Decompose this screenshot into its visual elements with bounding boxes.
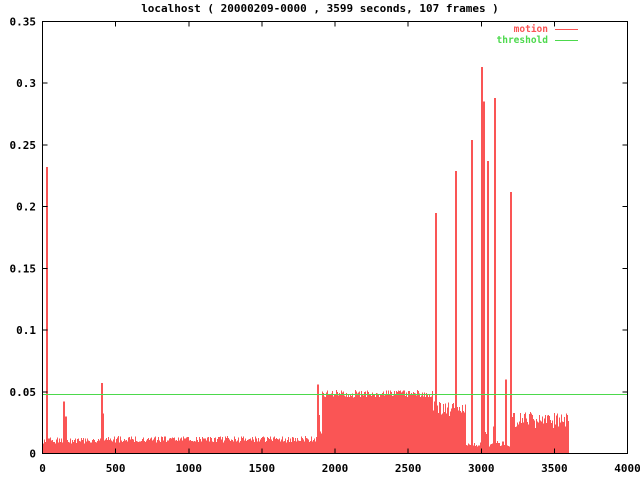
legend: motion threshold (497, 24, 578, 46)
x-tick-label: 3000 (468, 462, 495, 475)
y-tick-label: 0.35 (10, 16, 37, 29)
x-tick-label: 2000 (322, 462, 349, 475)
motion-spike (483, 101, 485, 454)
legend-item-motion: motion (497, 24, 578, 35)
motion-series (43, 390, 569, 454)
motion-spike (510, 191, 512, 454)
x-tick-label: 1500 (249, 462, 276, 475)
x-tick-label: 500 (106, 462, 126, 475)
threshold-line-swatch (555, 40, 578, 41)
motion-spike (505, 379, 507, 454)
x-tick-label: 0 (39, 462, 46, 475)
y-tick-label: 0.05 (10, 386, 37, 399)
x-tick-label: 3500 (541, 462, 568, 475)
x-tick-label: 1000 (176, 462, 203, 475)
motion-line-swatch (555, 29, 578, 30)
motion-spike (487, 161, 489, 454)
legend-item-threshold: threshold (497, 35, 578, 46)
motion-spike (101, 383, 103, 454)
x-tick-label: 4000 (614, 462, 640, 475)
y-tick-label: 0.3 (16, 77, 36, 90)
legend-label-motion: motion (513, 24, 548, 35)
motion-spike (317, 384, 319, 454)
x-tick-label: 2500 (395, 462, 422, 475)
motion-spike (63, 401, 65, 454)
y-tick-label: 0.25 (10, 139, 37, 152)
y-tick-label: 0 (29, 448, 36, 461)
motion-spike (435, 212, 437, 454)
motion-spike (481, 67, 483, 454)
chart-title: localhost ( 20000209-0000 , 3599 seconds… (141, 2, 499, 15)
y-tick-label: 0.2 (16, 201, 36, 214)
y-tick-label: 0.15 (10, 262, 37, 275)
motion-spike (46, 167, 48, 454)
y-tick-label: 0.1 (16, 324, 36, 337)
motion-spike (455, 170, 457, 454)
motion-spike (494, 98, 496, 454)
motion-spike (471, 140, 473, 454)
plot-border (42, 21, 628, 454)
legend-label-threshold: threshold (496, 35, 548, 46)
